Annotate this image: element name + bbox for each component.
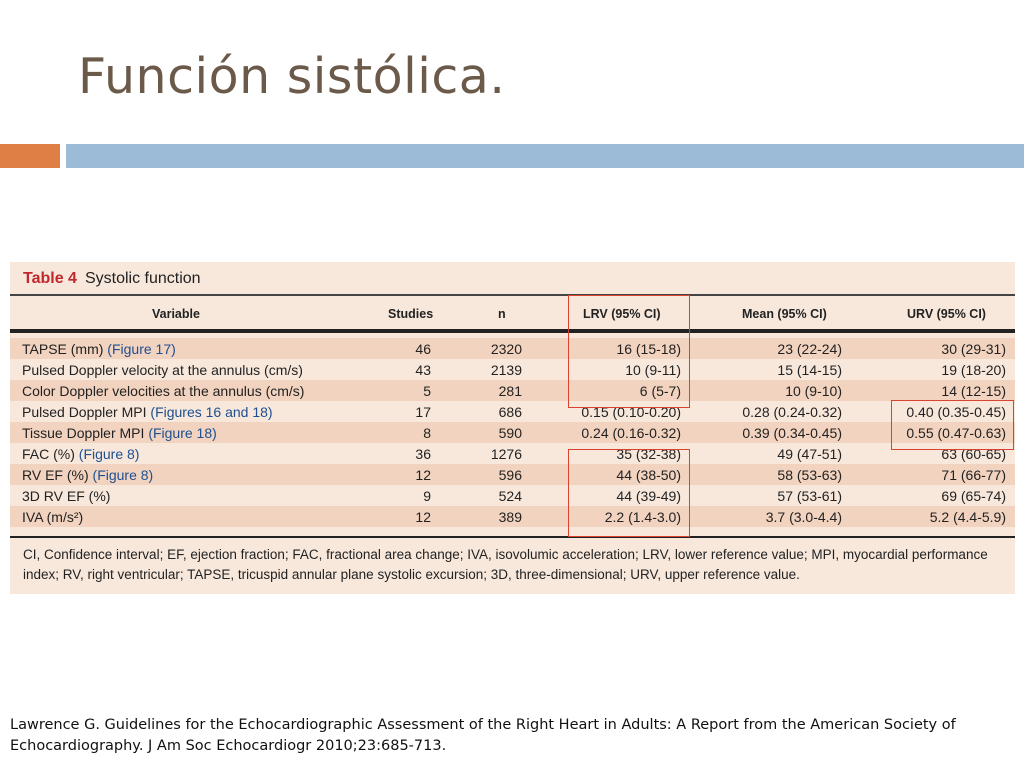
table-row: Color Doppler velocities at the annulus … [10, 380, 1015, 401]
header-studies: Studies [388, 307, 434, 321]
cell-variable: TAPSE (mm) (Figure 17) [22, 341, 176, 357]
cell-studies: 9 [423, 488, 431, 504]
variable-label: Pulsed Doppler MPI [22, 404, 151, 420]
header-mean: Mean (95% CI) [742, 307, 827, 321]
cell-lrv: 16 (15-18) [616, 341, 681, 357]
variable-label: Pulsed Doppler velocity at the annulus (… [22, 362, 303, 378]
cell-urv: 69 (65-74) [941, 488, 1006, 504]
accent-bar-blue [66, 144, 1024, 168]
figure-reference-link[interactable]: (Figure 8) [78, 446, 140, 462]
cell-urv: 30 (29-31) [941, 341, 1006, 357]
table-row: IVA (m/s²) 12 389 2.2 (1.4-3.0) 3.7 (3.0-4.4… [10, 506, 1015, 527]
cell-lrv: 35 (32-38) [616, 446, 681, 462]
variable-label: RV EF (%) [22, 467, 93, 483]
cell-mean: 3.7 (3.0-4.4) [765, 509, 842, 525]
cell-studies: 43 [415, 362, 431, 378]
cell-urv: 71 (66-77) [941, 467, 1006, 483]
cell-n: 590 [498, 425, 522, 441]
cell-studies: 8 [423, 425, 431, 441]
cell-variable: Tissue Doppler MPI (Figure 18) [22, 425, 217, 441]
cell-n: 1276 [490, 446, 522, 462]
variable-label: Tissue Doppler MPI [22, 425, 149, 441]
highlight-box-lrv-bottom [568, 449, 690, 537]
table-panel: Table 4 Systolic function Variable Studie… [10, 262, 1015, 594]
cell-n: 2320 [490, 341, 522, 357]
cell-lrv: 0.15 (0.10-0.20) [581, 404, 681, 420]
cell-n: 524 [498, 488, 522, 504]
cell-variable: Color Doppler velocities at the annulus … [22, 383, 304, 399]
slide-title: Función sistólica. [78, 48, 506, 105]
cell-n: 686 [498, 404, 522, 420]
table-row: Tissue Doppler MPI (Figure 18) 8 590 0.24 (… [10, 422, 1015, 443]
figure-reference-link[interactable]: (Figure 18) [148, 425, 217, 441]
cell-mean: 10 (9-10) [785, 383, 842, 399]
header-n: n [498, 307, 506, 321]
cell-lrv: 10 (9-11) [625, 362, 681, 378]
cell-variable: IVA (m/s²) [22, 509, 83, 525]
cell-n: 281 [498, 383, 522, 399]
cell-mean: 57 (53-61) [777, 488, 842, 504]
table-row: 3D RV EF (%) 9 524 44 (39-49) 57 (53-61) 69 (… [10, 485, 1015, 506]
cell-mean: 0.39 (0.34-0.45) [742, 425, 842, 441]
citation: Lawrence G. Guidelines for the Echocardi… [10, 717, 956, 754]
header-urv: URV (95% CI) [907, 307, 986, 321]
cell-urv: 63 (60-65) [941, 446, 1006, 462]
cell-mean: 23 (22-24) [777, 341, 842, 357]
variable-label: FAC (%) [22, 446, 79, 462]
cell-urv: 5.2 (4.4-5.9) [929, 509, 1006, 525]
variable-label: IVA (m/s²) [22, 509, 84, 525]
variable-label: TAPSE (mm) [22, 341, 108, 357]
table-row: Pulsed Doppler velocity at the annulus (… [10, 359, 1015, 380]
cell-n: 596 [498, 467, 522, 483]
table-row: TAPSE (mm) (Figure 17) 46 2320 16 (15-18) 23… [10, 338, 1015, 359]
cell-lrv: 0.24 (0.16-0.32) [581, 425, 681, 441]
cell-studies: 17 [415, 404, 431, 420]
table-header-rule [10, 329, 1015, 333]
highlight-box-urv [891, 400, 1014, 450]
cell-variable: FAC (%) (Figure 8) [22, 446, 139, 462]
cell-variable: Pulsed Doppler velocity at the annulus (… [22, 362, 303, 378]
cell-urv: 0.40 (0.35-0.45) [906, 404, 1006, 420]
table-row: RV EF (%) (Figure 8) 12 596 44 (38-50) 58 (5… [10, 464, 1015, 485]
cell-variable: 3D RV EF (%) [22, 488, 110, 504]
cell-mean: 0.28 (0.24-0.32) [742, 404, 842, 420]
table-row: Pulsed Doppler MPI (Figures 16 and 18) 17… [10, 401, 1015, 422]
cell-studies: 46 [415, 341, 431, 357]
cell-studies: 36 [415, 446, 431, 462]
cell-lrv: 2.2 (1.4-3.0) [604, 509, 681, 525]
cell-urv: 19 (18-20) [941, 362, 1006, 378]
variable-label: 3D RV EF (%) [22, 488, 111, 504]
table-footnote: CI, Confidence interval; EF, ejection fr… [23, 547, 988, 582]
header-lrv: LRV (95% CI) [583, 307, 661, 321]
cell-urv: 0.55 (0.47-0.63) [906, 425, 1006, 441]
cell-studies: 12 [415, 509, 431, 525]
variable-label: Color Doppler velocities at the annulus … [22, 383, 305, 399]
table-number: Table 4 [23, 270, 77, 287]
cell-variable: Pulsed Doppler MPI (Figures 16 and 18) [22, 404, 273, 420]
table-caption: Table 4 Systolic function [23, 270, 201, 288]
cell-studies: 5 [423, 383, 431, 399]
accent-bar-orange [0, 144, 60, 168]
table-row: FAC (%) (Figure 8) 36 1276 35 (32-38) 49 (47… [10, 443, 1015, 464]
figure-reference-link[interactable]: (Figure 17) [107, 341, 176, 357]
cell-urv: 14 (12-15) [941, 383, 1006, 399]
figure-reference-link[interactable]: (Figures 16 and 18) [150, 404, 273, 420]
cell-mean: 58 (53-63) [777, 467, 842, 483]
cell-mean: 15 (14-15) [777, 362, 842, 378]
header-variable: Variable [152, 307, 200, 321]
table-caption-text: Systolic function [84, 270, 201, 287]
cell-n: 2139 [490, 362, 522, 378]
cell-lrv: 6 (5-7) [639, 383, 681, 399]
table-bottom-rule [10, 536, 1015, 538]
cell-lrv: 44 (39-49) [616, 488, 681, 504]
cell-variable: RV EF (%) (Figure 8) [22, 467, 153, 483]
figure-reference-link[interactable]: (Figure 8) [92, 467, 154, 483]
table-top-rule [10, 294, 1015, 296]
cell-n: 389 [498, 509, 522, 525]
cell-studies: 12 [415, 467, 431, 483]
highlight-box-lrv-top [568, 295, 690, 408]
cell-mean: 49 (47-51) [777, 446, 842, 462]
cell-lrv: 44 (38-50) [616, 467, 681, 483]
